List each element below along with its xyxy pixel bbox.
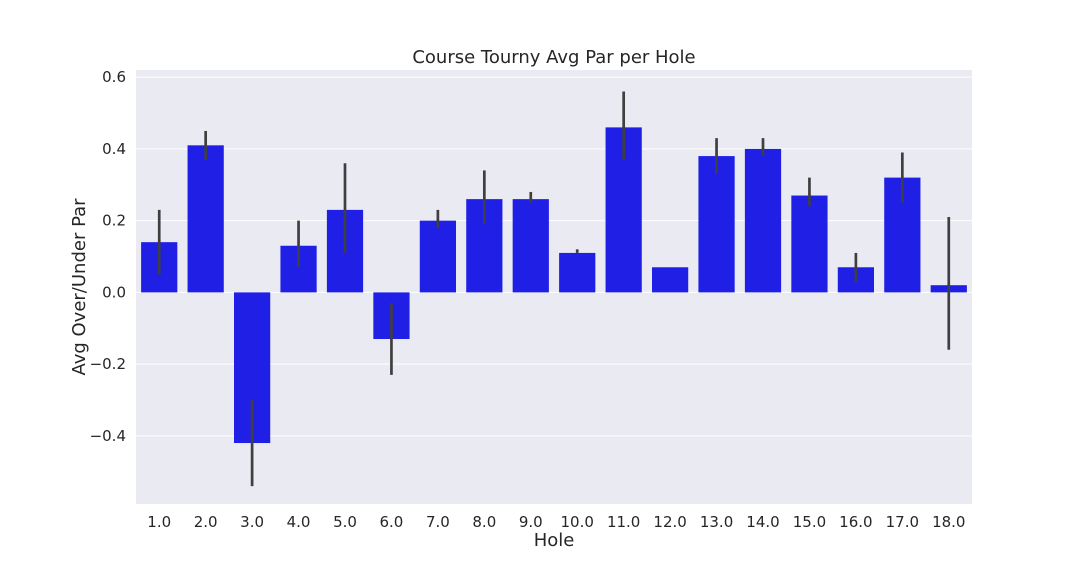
- y-axis-label: Avg Over/Under Par: [69, 198, 90, 376]
- x-tick-label: 14.0: [746, 513, 779, 531]
- bar-hole-13.0: [698, 156, 735, 293]
- x-tick-label: 16.0: [839, 513, 872, 531]
- bar-hole-15.0: [791, 195, 828, 293]
- y-tick-label: 0.0: [102, 283, 126, 301]
- bar-hole-14.0: [744, 148, 782, 293]
- y-tick-label: 0.2: [102, 212, 126, 230]
- x-tick-label: 17.0: [886, 513, 919, 531]
- x-tick-label: 13.0: [700, 513, 733, 531]
- x-tick-label: 8.0: [472, 513, 496, 531]
- x-tick-label: 18.0: [932, 513, 965, 531]
- bar-hole-9.0: [512, 199, 549, 293]
- bar-hole-7.0: [419, 220, 457, 293]
- bar-hole-10.0: [559, 252, 596, 293]
- y-tick-label: −0.4: [90, 427, 126, 445]
- x-axis-label: Hole: [534, 530, 575, 551]
- y-tick-label: 0.6: [102, 68, 126, 86]
- error-bars: [157, 91, 951, 487]
- x-tick-label: 4.0: [287, 513, 311, 531]
- bar-hole-2.0: [187, 145, 224, 293]
- x-tick-label: 11.0: [607, 513, 640, 531]
- x-tick-label: 5.0: [333, 513, 357, 531]
- x-tick-label: 10.0: [561, 513, 594, 531]
- x-tick-label: 1.0: [147, 513, 171, 531]
- x-tick-label: 6.0: [380, 513, 404, 531]
- x-tick-label: 12.0: [653, 513, 686, 531]
- x-tick-label: 3.0: [240, 513, 264, 531]
- y-tick-label: −0.2: [90, 355, 126, 373]
- bar-hole-12.0: [651, 267, 689, 293]
- gridlines: [136, 76, 972, 437]
- y-tick-labels: 0.6 0.4 0.2 0.0 −0.2 −0.4: [90, 68, 126, 445]
- plot-area: [136, 70, 972, 504]
- x-tick-label: 2.0: [194, 513, 218, 531]
- y-tick-label: 0.4: [102, 140, 126, 158]
- x-tick-label: 9.0: [519, 513, 543, 531]
- chart-title: Course Tourny Avg Par per Hole: [412, 47, 695, 68]
- x-tick-label: 7.0: [426, 513, 450, 531]
- x-tick-labels: 1.0 2.0 3.0 4.0 5.0 6.0 7.0 8.0 9.0 10.0 11.0 12.0 1…: [147, 513, 965, 531]
- x-tick-label: 15.0: [793, 513, 826, 531]
